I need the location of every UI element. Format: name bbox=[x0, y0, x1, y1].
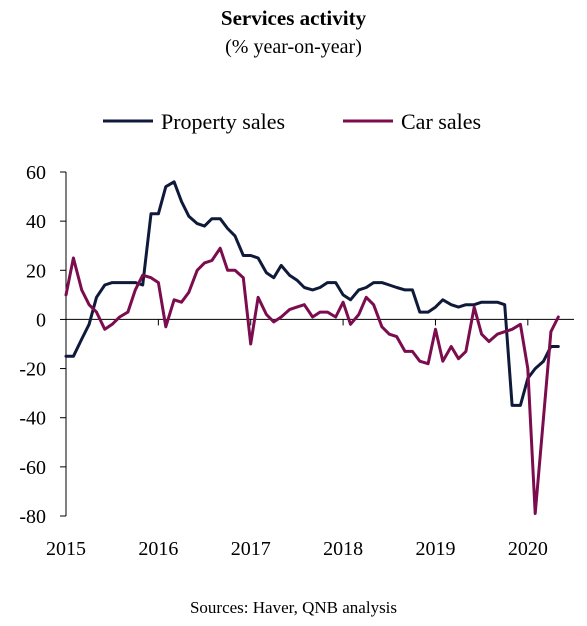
y-tick-label: -20 bbox=[19, 359, 46, 381]
x-tick-label: 2017 bbox=[231, 538, 271, 560]
chart-title: Services activity bbox=[220, 6, 367, 30]
series-line-property-sales bbox=[64, 180, 560, 407]
y-tick-label: 40 bbox=[26, 211, 46, 233]
source-note: Sources: Haver, QNB analysis bbox=[189, 598, 398, 617]
legend-label-property-sales: Property sales bbox=[161, 109, 285, 134]
chart-series bbox=[64, 180, 560, 515]
y-tick-label: -60 bbox=[19, 457, 46, 479]
series-line-car-sales bbox=[64, 246, 560, 515]
x-tick-label: 2016 bbox=[138, 538, 178, 560]
x-tick-label: 2015 bbox=[46, 538, 86, 560]
chart-subtitle: (% year-on-year) bbox=[225, 36, 362, 58]
x-tick-label: 2019 bbox=[415, 538, 455, 560]
y-tick-label: -40 bbox=[19, 408, 46, 430]
x-tick-label: 2020 bbox=[508, 538, 548, 560]
y-tick-label: 0 bbox=[36, 309, 46, 331]
legend: Property sales Car sales bbox=[103, 109, 481, 134]
y-tick-label: -80 bbox=[19, 506, 46, 528]
x-tick-label: 2018 bbox=[323, 538, 363, 560]
legend-label-car-sales: Car sales bbox=[401, 109, 481, 134]
y-tick-label: 60 bbox=[26, 162, 46, 184]
y-tick-label: 20 bbox=[26, 260, 46, 282]
